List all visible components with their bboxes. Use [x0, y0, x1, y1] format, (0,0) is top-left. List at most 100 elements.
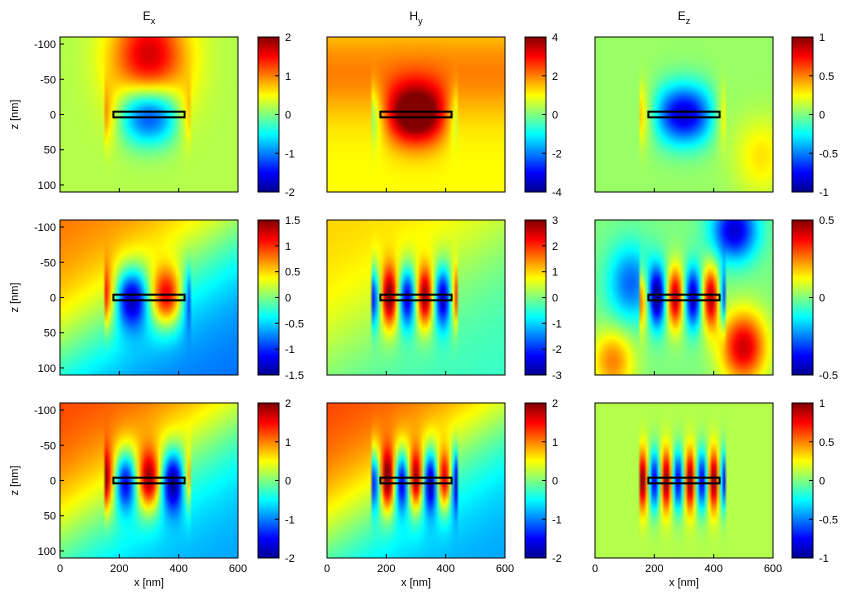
colorbar: -0.5 0 0.5 [791, 215, 838, 382]
panel-3-1: -100 -50 0 50 100 z [nm] 0 200 400 600 x [nm] -2 -1 0… [9, 398, 295, 589]
colorbar-tick-label: 0 [552, 110, 558, 122]
colorbar-tick-label: 0 [285, 476, 291, 488]
x-tick-label: 200 [645, 563, 663, 575]
colorbar-tick-label: -0.5 [819, 514, 838, 526]
x-tick-label: 600 [496, 563, 514, 575]
y-tick-label: -100 [34, 405, 56, 417]
colorbar-tick-label: 1 [552, 267, 558, 279]
y-axis-label: z [nm] [9, 283, 21, 313]
y-tick-label: 50 [44, 145, 56, 157]
field-heatmap [595, 220, 773, 375]
colorbar-tick-label: -2 [285, 187, 295, 199]
field-heatmap [327, 403, 505, 558]
y-tick-label: 50 [44, 328, 56, 340]
x-tick-label: 0 [324, 563, 330, 575]
colorbar-tick-label: -1 [552, 318, 562, 330]
colorbar: -2 -1 0 1 2 [257, 398, 295, 565]
colorbar: -1.5 -1 -0.5 0 0.5 1 1.5 [257, 215, 304, 382]
colorbar-tick-label: -2 [552, 344, 562, 356]
colorbar-tick-label: -0.5 [819, 148, 838, 160]
x-tick-label: 600 [229, 563, 247, 575]
colorbar-tick-label: 2 [552, 71, 558, 83]
y-tick-label: 0 [50, 293, 56, 305]
colorbar-tick-label: -1 [285, 344, 295, 356]
panel-3-2: 0 200 400 600 x [nm] -2 -1 0 1 2 [324, 398, 562, 589]
field-heatmap [595, 37, 773, 192]
colorbar-tick-label: -1 [285, 514, 295, 526]
structure-outline [379, 293, 453, 302]
y-tick-label: -50 [40, 257, 56, 269]
panel-2-3: -0.5 0 0.5 [594, 215, 838, 382]
y-axis-label: z [nm] [9, 466, 21, 496]
colorbar-tick-label: 0 [552, 293, 558, 305]
colorbar: -1 -0.5 0 0.5 1 [791, 398, 838, 565]
y-tick-label: -100 [34, 39, 56, 51]
structure-outline [647, 110, 721, 119]
colorbar-tick-label: 0.5 [819, 71, 834, 83]
axes-frame [326, 36, 506, 193]
y-tick-label: -50 [40, 74, 56, 86]
x-tick-label: 200 [110, 563, 128, 575]
axes-frame [594, 219, 774, 376]
colorbar-tick-label: 2 [552, 241, 558, 253]
y-tick-label: 100 [38, 180, 56, 192]
colorbar-tick-label: -1 [285, 148, 295, 160]
colorbar-tick-label: 1 [285, 71, 291, 83]
colorbar-tick-label: 1 [285, 437, 291, 449]
colorbar: -3 -2 -1 0 1 2 3 [524, 215, 562, 382]
colorbar-tick-label: 1 [552, 437, 558, 449]
panel-1-1: -100 -50 0 50 100 z [nm] -2 -1 0 1 2 [9, 32, 295, 199]
x-tick-label: 0 [592, 563, 598, 575]
panel-3-3: 0 200 400 600 x [nm] -1 -0.5 0 0.5 1 [592, 398, 838, 589]
structure-outline [647, 293, 721, 302]
y-tick-label: -50 [40, 440, 56, 452]
x-axis-label: x [nm] [669, 577, 699, 589]
colorbar-tick-label: -1.5 [285, 370, 304, 382]
colorbar-tick-label: 2 [552, 398, 558, 410]
colorbar-tick-label: -4 [552, 187, 562, 199]
column-title-1: Ex [143, 9, 156, 26]
colorbar-tick-label: -2 [285, 553, 295, 565]
panel-2-1: -100 -50 0 50 100 z [nm] -1.5 -1 -0.5 0 0.5 1 1.5 [9, 215, 304, 382]
colorbar-tick-label: 0 [819, 293, 825, 305]
colorbar-tick-label: 2 [285, 32, 291, 44]
colorbar-tick-label: -2 [552, 553, 562, 565]
x-axis-label: x [nm] [134, 577, 164, 589]
colorbar-tick-label: 1 [819, 398, 825, 410]
axes-frame [594, 36, 774, 193]
y-tick-label: 0 [50, 110, 56, 122]
structure-outline [379, 476, 453, 485]
panel-1-2: -4 -2 0 2 4 [326, 32, 562, 199]
y-axis-label: z [nm] [9, 100, 21, 130]
x-tick-label: 400 [436, 563, 454, 575]
colorbar-tick-label: -1 [819, 187, 829, 199]
field-heatmap [327, 220, 505, 375]
axes-frame [326, 219, 506, 376]
column-title-3: Ez [678, 9, 691, 26]
structure-outline [112, 476, 186, 485]
colorbar-tick-label: 0 [819, 110, 825, 122]
colorbar-tick-label: 1 [285, 241, 291, 253]
colorbar-tick-label: -0.5 [285, 318, 304, 330]
colorbar-tick-label: 1 [819, 32, 825, 44]
colorbar-tick-label: -1 [552, 514, 562, 526]
colorbar-tick-label: 0.5 [285, 267, 300, 279]
colorbar: -4 -2 0 2 4 [524, 32, 562, 199]
y-tick-label: 50 [44, 511, 56, 523]
colorbar: -1 -0.5 0 0.5 1 [791, 32, 838, 199]
y-tick-label: -100 [34, 222, 56, 234]
axes-frame [594, 402, 774, 559]
x-axis-label: x [nm] [401, 577, 431, 589]
x-tick-label: 600 [764, 563, 782, 575]
x-tick-label: 400 [169, 563, 187, 575]
colorbar-tick-label: 0.5 [819, 437, 834, 449]
colorbar-tick-label: 3 [552, 215, 558, 227]
colorbar-tick-label: -2 [552, 148, 562, 160]
field-heatmap [595, 403, 773, 558]
colorbar-tick-label: 0 [552, 476, 558, 488]
y-tick-label: 100 [38, 363, 56, 375]
field-heatmap [60, 37, 238, 192]
panel-2-2: -3 -2 -1 0 1 2 3 [326, 215, 562, 382]
structure-outline [112, 110, 186, 119]
